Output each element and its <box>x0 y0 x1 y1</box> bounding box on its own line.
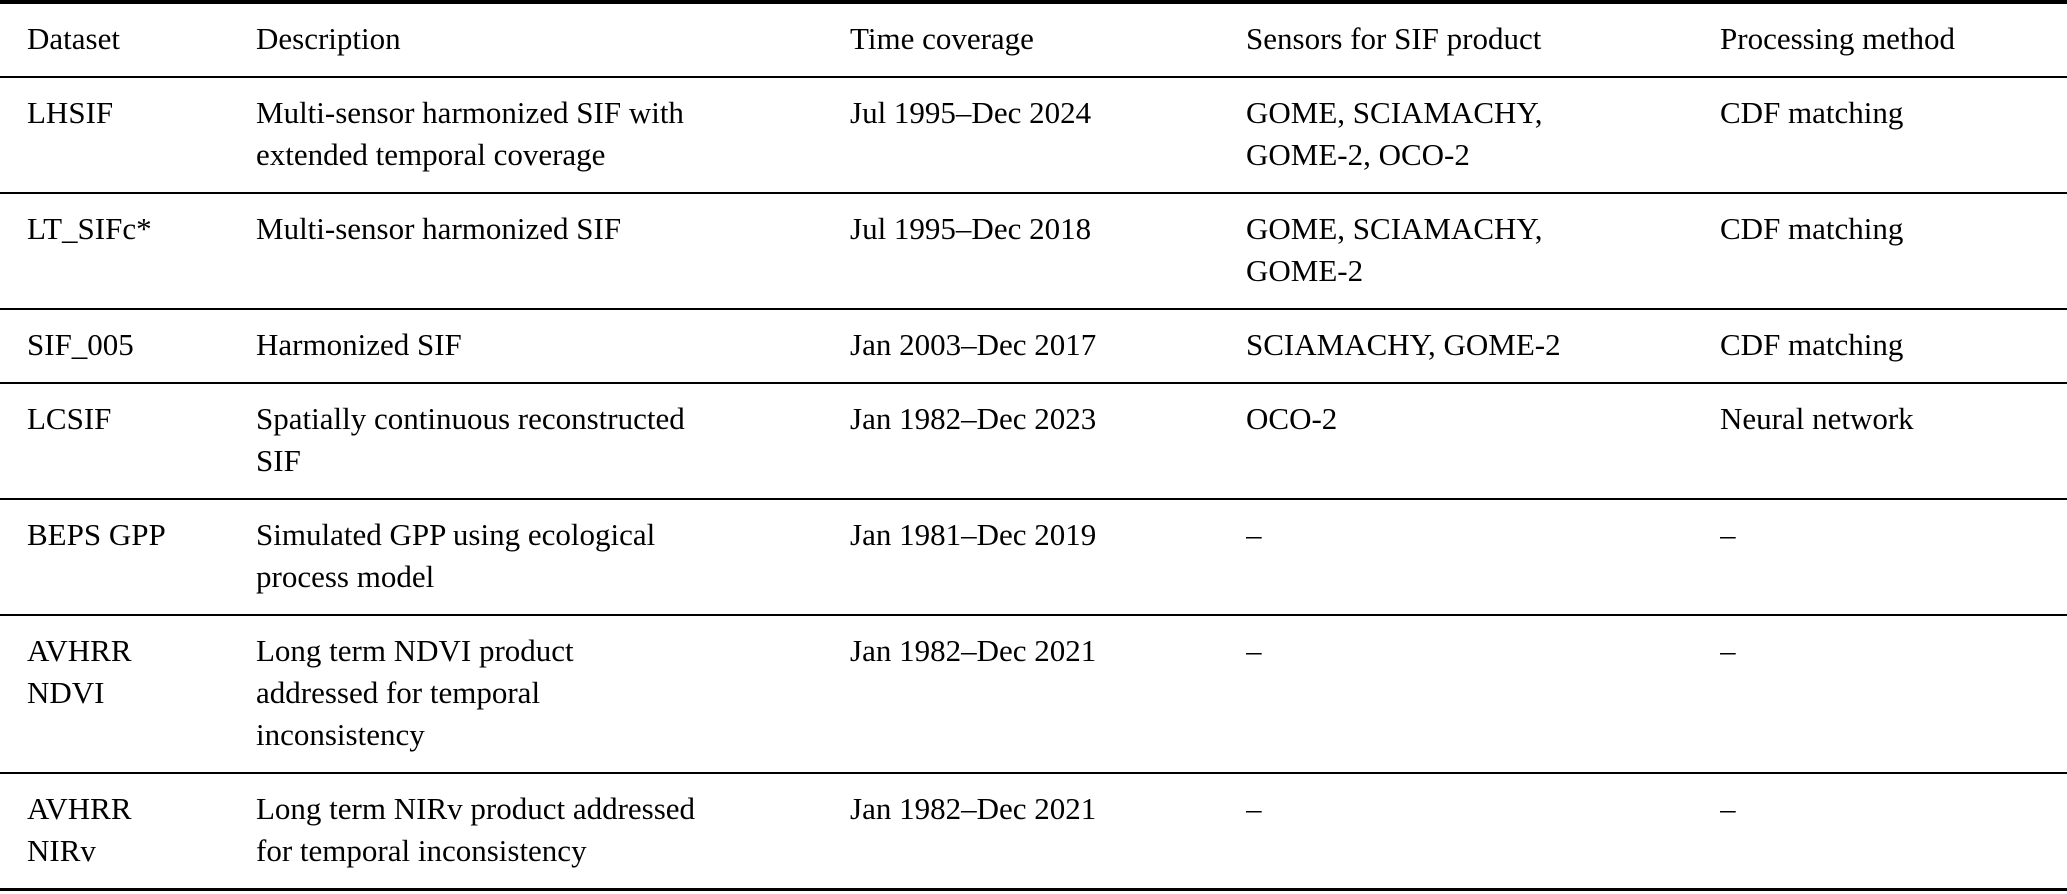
cell-sensors: – <box>1246 773 1720 891</box>
cell-description: Simulated GPP using ecological process m… <box>256 499 850 616</box>
cell-sensors: – <box>1246 615 1720 774</box>
table-row-avhrr-ndvi: AVHRR NDVI Long term NDVI product addres… <box>0 615 2067 774</box>
cell-processing: CDF matching <box>1720 309 2067 384</box>
cell-sensors: OCO-2 <box>1246 383 1720 500</box>
cell-time-coverage: Jan 2003–Dec 2017 <box>850 309 1246 384</box>
cell-processing: – <box>1720 773 2067 891</box>
table-row-lhsif: LHSIF Multi-sensor harmonized SIF with e… <box>0 77 2067 194</box>
column-header-time-coverage: Time coverage <box>850 2 1246 78</box>
cell-dataset: BEPS GPP <box>0 499 256 616</box>
table-body: LHSIF Multi-sensor harmonized SIF with e… <box>0 77 2067 891</box>
cell-processing: – <box>1720 615 2067 774</box>
cell-time-coverage: Jan 1982–Dec 2023 <box>850 383 1246 500</box>
column-header-sensors: Sensors for SIF product <box>1246 2 1720 78</box>
cell-processing: CDF matching <box>1720 193 2067 310</box>
cell-description: Harmonized SIF <box>256 309 850 384</box>
table-row-beps-gpp: BEPS GPP Simulated GPP using ecological … <box>0 499 2067 616</box>
column-header-description: Description <box>256 2 850 78</box>
cell-dataset: SIF_005 <box>0 309 256 384</box>
cell-time-coverage: Jul 1995–Dec 2018 <box>850 193 1246 310</box>
table-row-lcsif: LCSIF Spatially continuous reconstructed… <box>0 383 2067 500</box>
cell-time-coverage: Jan 1982–Dec 2021 <box>850 615 1246 774</box>
table-row-lt-sifc: LT_SIFc* Multi-sensor harmonized SIF Jul… <box>0 193 2067 310</box>
cell-dataset: LHSIF <box>0 77 256 194</box>
header-row: Dataset Description Time coverage Sensor… <box>0 2 2067 78</box>
cell-processing: Neural network <box>1720 383 2067 500</box>
cell-description: Spatially continuous reconstructed SIF <box>256 383 850 500</box>
table-row-avhrr-nirv: AVHRR NIRv Long term NIRv product addres… <box>0 773 2067 891</box>
cell-processing: – <box>1720 499 2067 616</box>
column-header-dataset: Dataset <box>0 2 256 78</box>
cell-dataset: LCSIF <box>0 383 256 500</box>
cell-time-coverage: Jan 1981–Dec 2019 <box>850 499 1246 616</box>
cell-description: Multi-sensor harmonized SIF <box>256 193 850 310</box>
cell-dataset: AVHRR NIRv <box>0 773 256 891</box>
cell-dataset: LT_SIFc* <box>0 193 256 310</box>
cell-description: Long term NIRv product addressed for tem… <box>256 773 850 891</box>
cell-time-coverage: Jan 1982–Dec 2021 <box>850 773 1246 891</box>
table-header: Dataset Description Time coverage Sensor… <box>0 2 2067 78</box>
cell-sensors: GOME, SCIAMACHY, GOME-2, OCO-2 <box>1246 77 1720 194</box>
cell-time-coverage: Jul 1995–Dec 2024 <box>850 77 1246 194</box>
column-header-processing-method: Processing method <box>1720 2 2067 78</box>
cell-sensors: SCIAMACHY, GOME-2 <box>1246 309 1720 384</box>
cell-sensors: GOME, SCIAMACHY, GOME-2 <box>1246 193 1720 310</box>
cell-processing: CDF matching <box>1720 77 2067 194</box>
table-row-sif-005: SIF_005 Harmonized SIF Jan 2003–Dec 2017… <box>0 309 2067 384</box>
cell-description: Multi-sensor harmonized SIF with extende… <box>256 77 850 194</box>
cell-dataset: AVHRR NDVI <box>0 615 256 774</box>
cell-description: Long term NDVI product addressed for tem… <box>256 615 850 774</box>
cell-sensors: – <box>1246 499 1720 616</box>
